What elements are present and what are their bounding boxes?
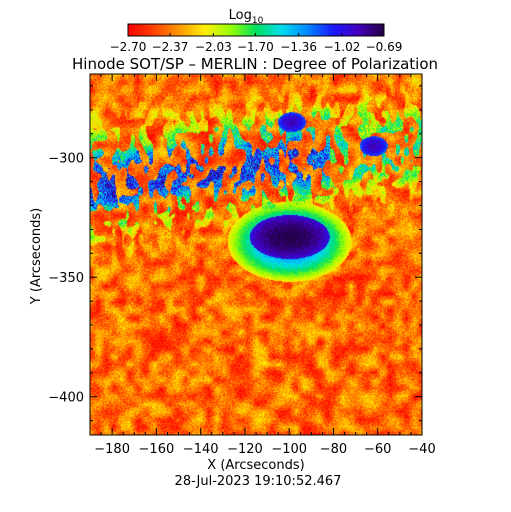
y-axis-label: Y (Arcseconds) <box>29 208 44 305</box>
colorbar-tick-label: −0.69 <box>366 40 403 54</box>
x-axis-label: X (Arcseconds) <box>207 458 304 473</box>
x-tick-label: −120 <box>227 442 263 457</box>
colorbar-tick-label: −1.36 <box>280 40 317 54</box>
colorbar-tick-label: −2.70 <box>110 40 147 54</box>
y-tick-label: −300 <box>48 152 84 167</box>
colorbar-title: Log10 <box>229 8 264 26</box>
x-tick-label: −80 <box>320 442 347 457</box>
colorbar-ticks: −2.70 −2.37 −2.03 −1.70 −1.36 −1.02 −0.69 <box>110 33 403 54</box>
y-tick-label: −350 <box>48 271 84 286</box>
x-tick-label: −140 <box>183 442 219 457</box>
colorbar-tick-label: −1.02 <box>324 40 361 54</box>
colorbar-tick-label: −1.70 <box>237 40 274 54</box>
chart-title: Hinode SOT/SP – MERLIN : Degree of Polar… <box>72 55 438 73</box>
colorbar <box>127 23 385 37</box>
axes: −180 −160 −140 −120 −100 −80 −60 −40 −300 −350 −40… <box>48 74 436 457</box>
y-tick-label: −400 <box>48 391 84 406</box>
x-tick-label: −60 <box>364 442 391 457</box>
x-tick-label: −180 <box>94 442 130 457</box>
x-tick-label: −40 <box>408 442 435 457</box>
x-tick-label: −100 <box>271 442 307 457</box>
colorbar-tick-label: −2.03 <box>195 40 232 54</box>
colorbar-tick-label: −2.37 <box>152 40 189 54</box>
timestamp: 28-Jul-2023 19:10:52.467 <box>175 474 342 489</box>
polarization-map <box>90 74 422 435</box>
x-tick-label: −160 <box>139 442 175 457</box>
